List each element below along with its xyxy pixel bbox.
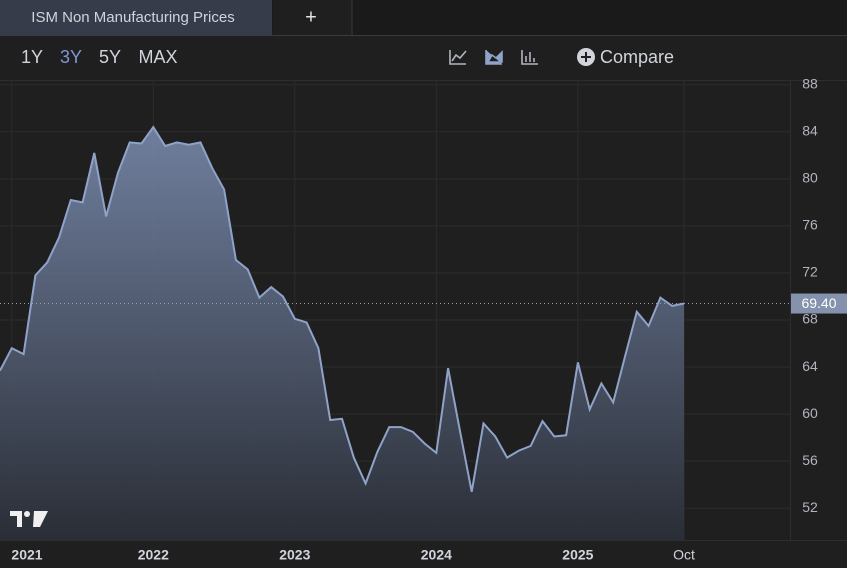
y-tick-label: 84 xyxy=(802,122,818,138)
x-tick-label: 2022 xyxy=(138,547,169,563)
range-buttons: 1Y 3Y 5Y MAX xyxy=(21,47,178,67)
x-tick-label: 2025 xyxy=(562,547,593,563)
x-tick-label: 2021 xyxy=(11,547,42,563)
range-button[interactable]: 1Y xyxy=(21,47,43,67)
tab-title: ISM Non Manufacturing Prices xyxy=(31,9,234,26)
logo-part xyxy=(10,511,22,527)
y-tick-label: 52 xyxy=(802,499,818,515)
toolbar xyxy=(0,36,847,80)
logo-part xyxy=(24,511,30,517)
range-button[interactable]: MAX xyxy=(138,47,177,67)
area xyxy=(0,127,684,540)
logo-part xyxy=(33,511,48,527)
line xyxy=(0,125,685,492)
tab[interactable] xyxy=(0,0,272,35)
y-tick-label: 88 xyxy=(802,75,818,91)
y-tick-label: 56 xyxy=(802,452,818,468)
y-tick-label: 64 xyxy=(802,358,818,374)
bar-icon[interactable] xyxy=(521,50,538,65)
plot: 52 56 60 64 68 72 76 80 84 88 2021 2022 2023 2024 2025… xyxy=(0,75,847,563)
chart-style-icons xyxy=(449,50,538,65)
y-tick-label: 80 xyxy=(802,170,818,186)
y-tick-label: 60 xyxy=(802,405,818,421)
last-value-label: 69.40 xyxy=(801,295,836,311)
last-value-box xyxy=(791,293,847,314)
y-tick-label: 76 xyxy=(802,217,818,233)
compare-plus xyxy=(581,52,591,62)
range-button[interactable]: 5Y xyxy=(99,47,121,67)
area-icon[interactable] xyxy=(485,50,503,65)
y-tick-label: 72 xyxy=(802,264,818,280)
x-tick-label: Oct xyxy=(673,547,695,563)
logo xyxy=(10,511,48,527)
x-tick-label: 2024 xyxy=(421,547,452,563)
add-tab-label: + xyxy=(305,6,317,28)
line-icon[interactable] xyxy=(449,50,467,65)
add-tab[interactable] xyxy=(273,0,352,35)
x-tick-label: 2023 xyxy=(279,547,310,563)
range-button[interactable]: 3Y xyxy=(60,47,82,67)
compare-label[interactable]: Compare xyxy=(600,47,674,67)
y-tick-label: 68 xyxy=(802,311,818,327)
